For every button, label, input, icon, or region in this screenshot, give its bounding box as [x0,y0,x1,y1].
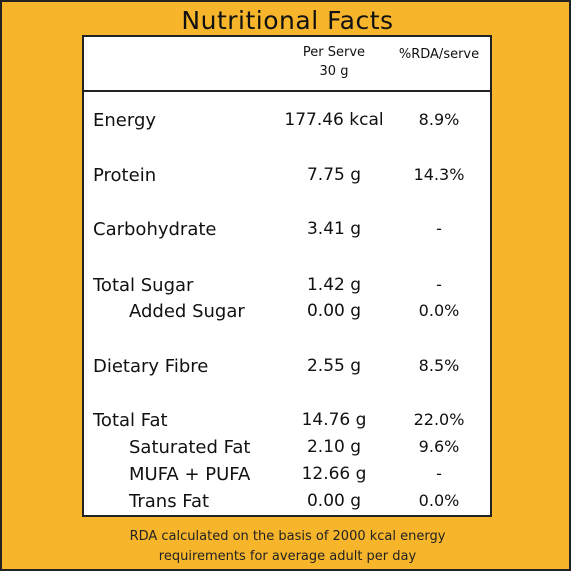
nutrient-rda: 0.0% [418,301,460,320]
nutrient-amount: 14.76 g [301,410,367,430]
table-row: Trans Fat 0.00 g 0.0% [84,491,490,515]
header-divider [84,90,490,92]
serve-size-label: 30 g [319,64,349,79]
nutrition-table: Per Serve 30 g %RDA/serve Energy 177.46 … [82,35,492,517]
nutrient-name: Energy [93,110,157,131]
nutrient-rda: 22.0% [413,410,465,429]
nutrient-amount: 3.41 g [306,219,362,239]
footnote-line-1: RDA calculated on the basis of 2000 kcal… [129,529,446,544]
table-row: Carbohydrate 3.41 g - [84,219,490,243]
table-row: Dietary Fibre 2.55 g 8.5% [84,356,490,380]
footnote-line-2: requirements for average adult per day [158,549,417,564]
nutrient-name: Protein [93,165,157,186]
nutrient-rda: - [436,219,442,238]
nutrient-amount: 177.46 kcal [284,110,384,130]
table-row: Added Sugar 0.00 g 0.0% [84,301,490,325]
table-row: Total Fat 14.76 g 22.0% [84,410,490,434]
rda-footnote: RDA calculated on the basis of 2000 kcal… [2,527,571,567]
nutrient-amount: 0.00 g [306,301,362,321]
nutrient-name: Carbohydrate [93,219,217,240]
table-row: Total Sugar 1.42 g - [84,275,490,299]
rda-header: %RDA/serve [398,47,480,62]
nutrient-rda: 14.3% [413,165,465,184]
nutrient-name: Saturated Fat [129,437,251,458]
nutrient-name: Total Fat [93,410,168,431]
nutrient-rda: - [436,464,442,483]
nutrient-rda: - [436,275,442,294]
nutrient-rda: 8.5% [418,356,460,375]
page-title: Nutritional Facts [181,6,394,35]
nutrient-rda: 8.9% [418,110,460,129]
nutrient-rda: 9.6% [418,437,460,456]
per-serve-header: Per Serve 30 g [284,43,384,81]
nutrient-name: Added Sugar [129,301,245,322]
nutrient-name: Dietary Fibre [93,356,209,377]
table-row: Saturated Fat 2.10 g 9.6% [84,437,490,461]
nutrient-amount: 12.66 g [301,464,367,484]
nutrient-amount: 2.10 g [306,437,362,457]
nutrient-name: MUFA + PUFA [129,464,251,485]
nutrient-amount: 7.75 g [306,165,362,185]
nutrient-name: Trans Fat [129,491,210,512]
nutrient-amount: 1.42 g [306,275,362,295]
table-row: Energy 177.46 kcal 8.9% [84,110,490,134]
nutrient-name: Total Sugar [93,275,194,296]
table-row: Protein 7.75 g 14.3% [84,165,490,189]
per-serve-label: Per Serve [302,45,366,60]
nutrient-amount: 0.00 g [306,491,362,511]
nutrient-amount: 2.55 g [306,356,362,376]
nutrient-rda: 0.0% [418,491,460,510]
table-row: MUFA + PUFA 12.66 g - [84,464,490,488]
